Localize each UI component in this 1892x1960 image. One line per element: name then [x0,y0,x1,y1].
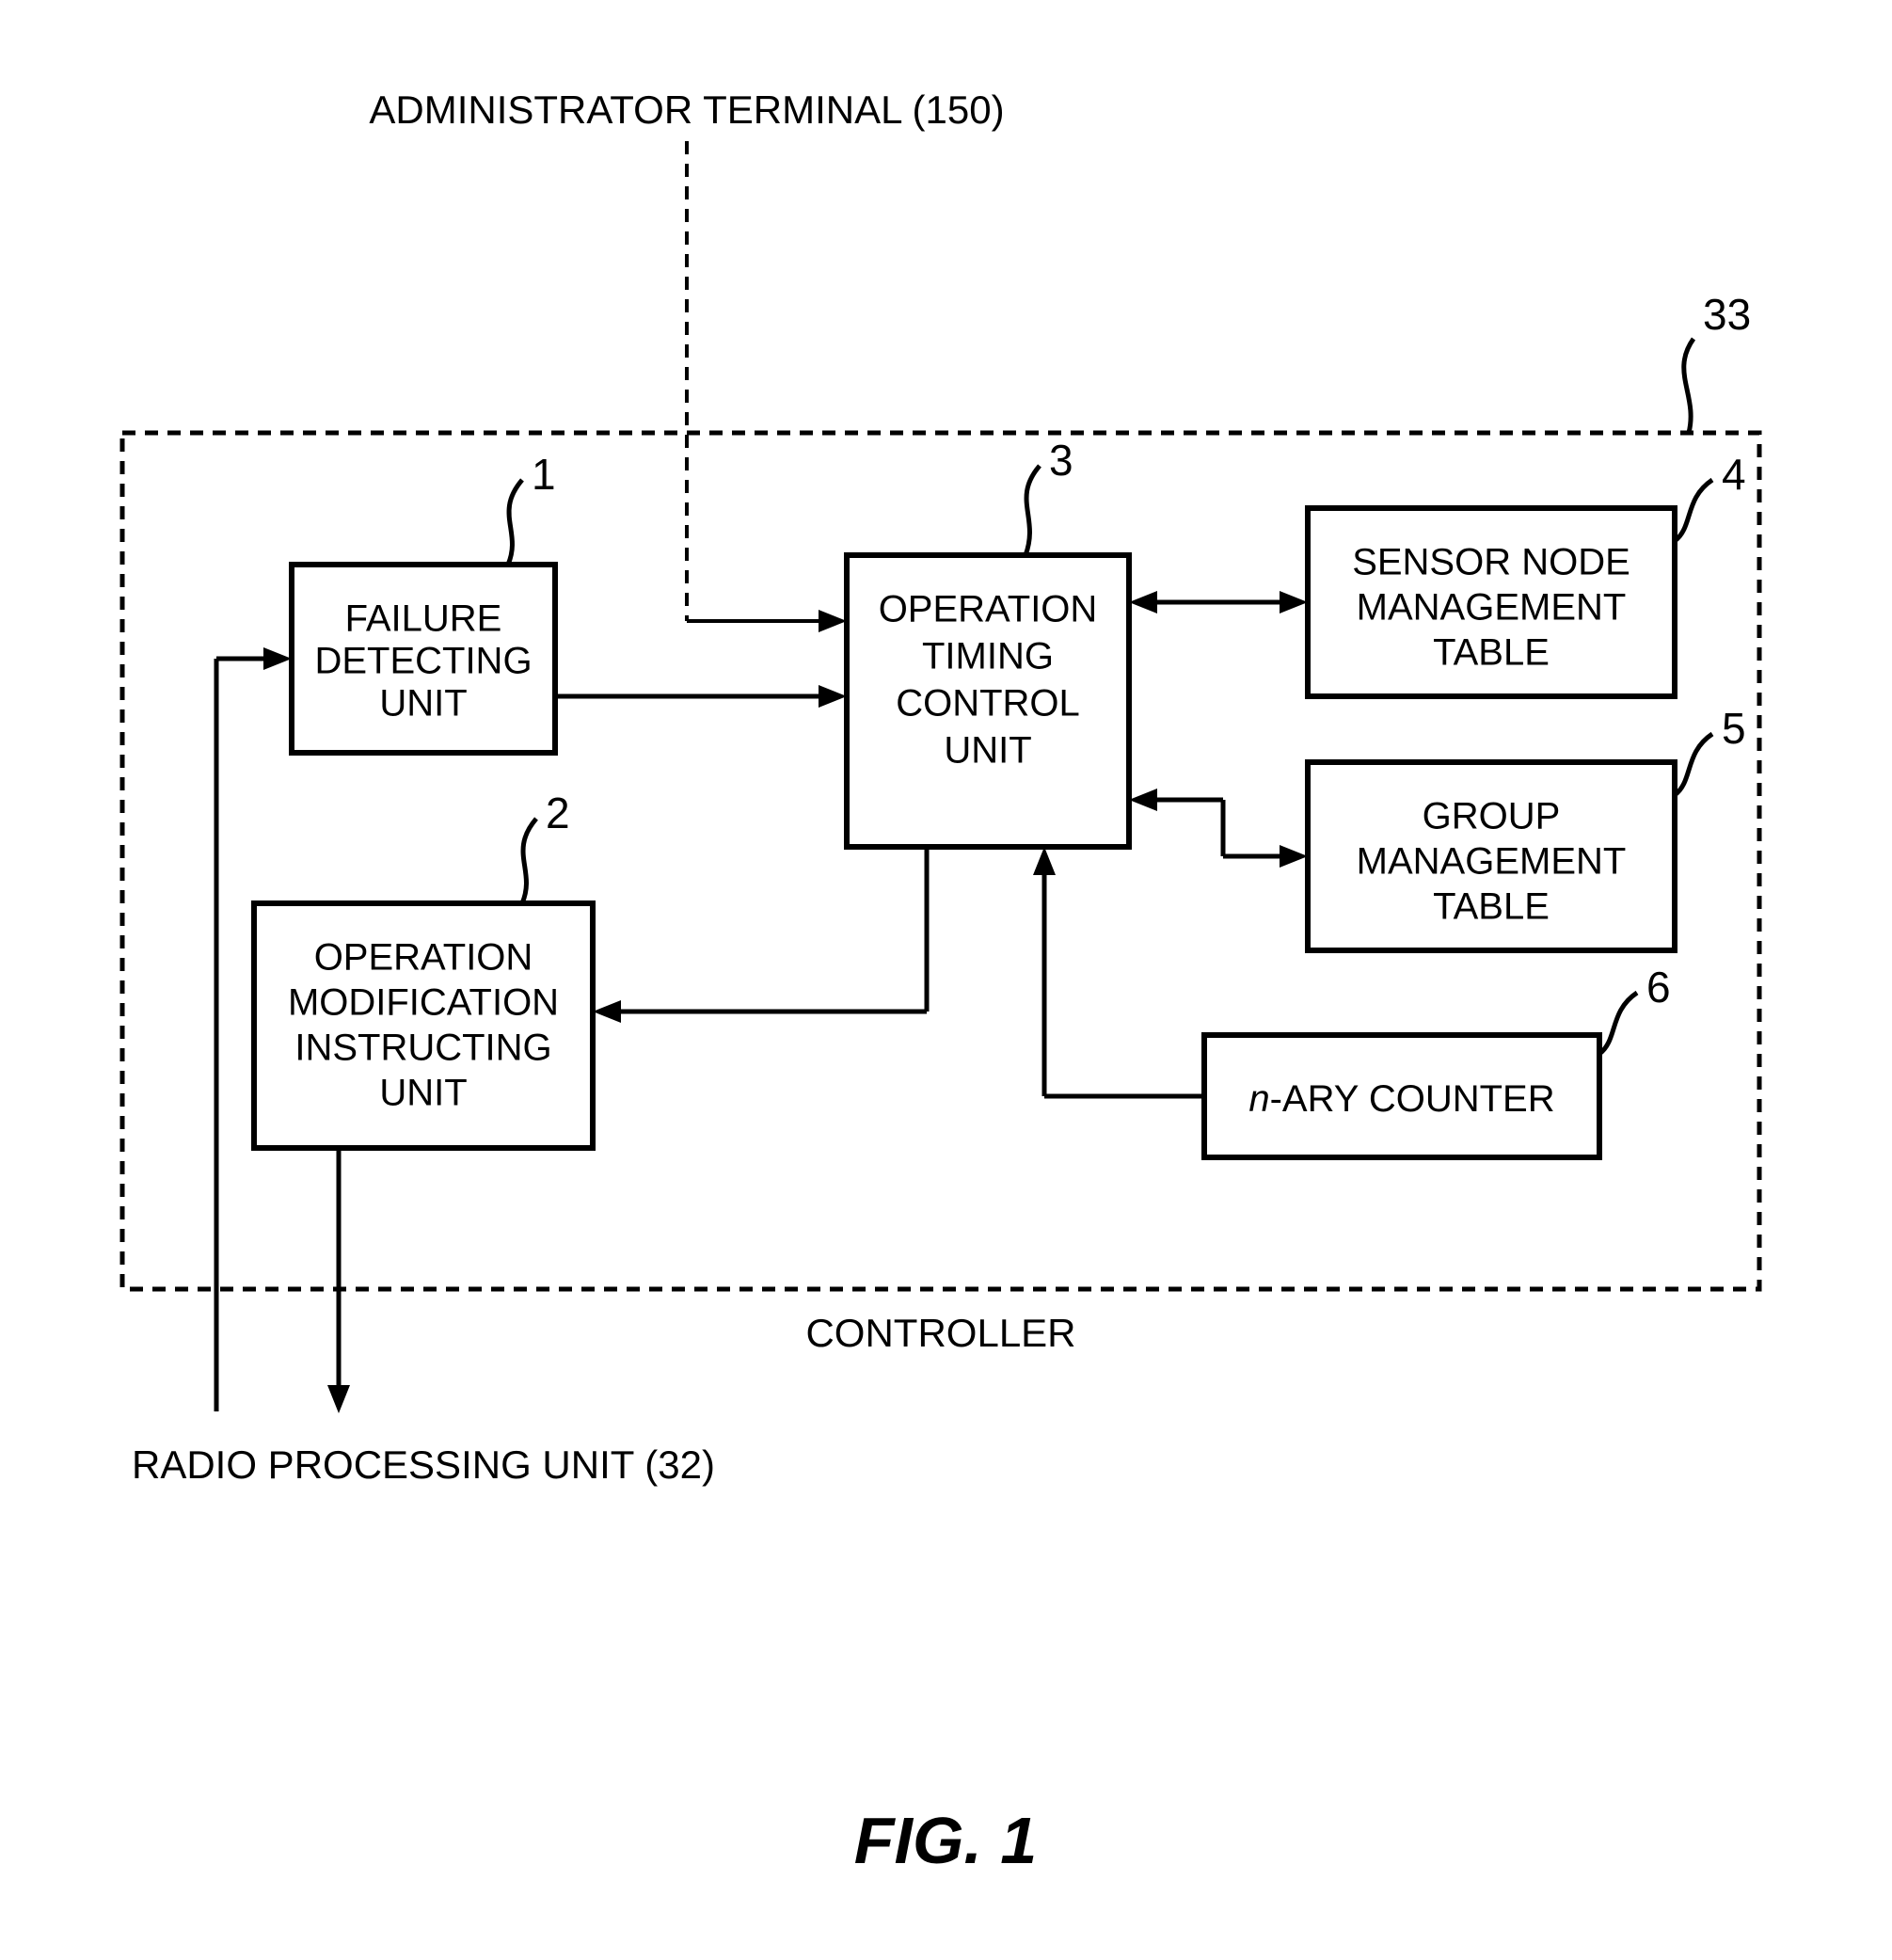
op-timing-label2: TIMING [922,636,1054,677]
group-table-label1: GROUP [1423,796,1561,837]
failure-detecting-unit-label3: UNIT [379,683,467,725]
op-timing-label4: UNIT [944,730,1031,772]
figure-caption: FIG. 1 [854,1804,1037,1877]
arrow-timing-sensor-l [1129,591,1157,613]
ref-33: 33 [1703,290,1751,339]
arrow-opmod-down [327,1385,350,1413]
op-mod-label2: MODIFICATION [288,982,559,1024]
arrow-radio-into-failure [263,647,292,670]
group-table-label3: TABLE [1433,886,1550,928]
ref-3-leader [1025,466,1040,555]
ref-5-leader [1675,734,1712,795]
arrow-timing-group-l [1129,789,1157,811]
arrow-admin-into-timing [819,610,847,632]
op-timing-label1: OPERATION [879,589,1098,630]
ref-2: 2 [546,789,570,837]
sensor-table-label2: MANAGEMENT [1357,587,1627,629]
op-timing-label3: CONTROL [896,683,1080,725]
ref-2-leader [522,819,536,903]
controller-caption: CONTROLLER [805,1311,1075,1355]
ref-4: 4 [1722,450,1746,499]
ref-3: 3 [1049,436,1073,485]
ref-33-leader [1684,339,1693,433]
sensor-table-label1: SENSOR NODE [1352,542,1630,583]
failure-detecting-unit-label2: DETECTING [314,641,532,682]
arrow-nary-into-timing [1033,847,1056,875]
ref-5: 5 [1722,704,1746,753]
arrow-failure-to-timing [819,685,847,708]
radio-processing-unit-label: RADIO PROCESSING UNIT (32) [132,1442,715,1487]
ref-1-leader [508,480,522,565]
nary-counter-label: n-ARY COUNTER [1248,1078,1554,1120]
op-mod-label3: INSTRUCTING [294,1028,551,1069]
arrow-timing-to-opmod [593,1000,621,1023]
failure-detecting-unit-label: FAILURE [345,598,502,640]
group-table-label2: MANAGEMENT [1357,841,1627,883]
sensor-table-label3: TABLE [1433,632,1550,674]
ref-4-leader [1675,480,1712,541]
ref-6-leader [1599,993,1637,1054]
op-mod-label4: UNIT [379,1073,467,1114]
ref-1: 1 [532,450,556,499]
arrow-timing-sensor-r [1280,591,1308,613]
admin-terminal-label: ADMINISTRATOR TERMINAL (150) [369,88,1004,132]
ref-6: 6 [1646,963,1671,1012]
op-mod-label1: OPERATION [314,937,533,979]
arrow-timing-group-r [1280,845,1308,868]
